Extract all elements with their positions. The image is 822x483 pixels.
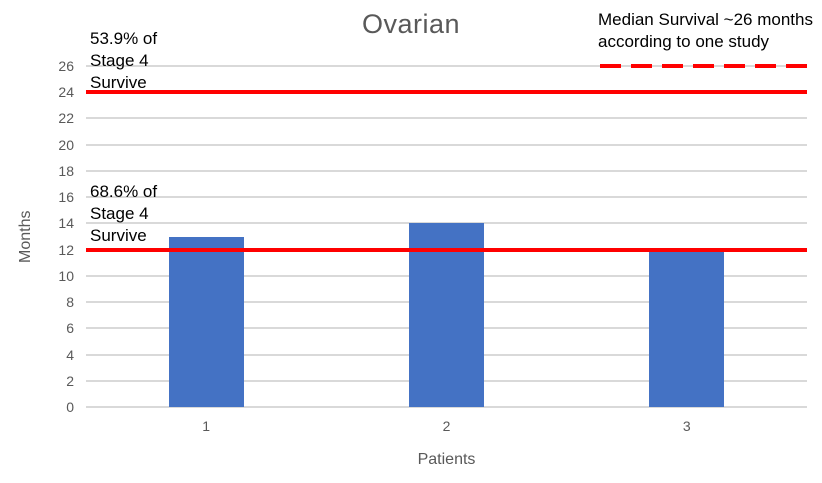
y-tick-label-4: 4	[66, 346, 74, 363]
gridline-20	[86, 143, 807, 146]
y-tick-label-26: 26	[58, 58, 74, 74]
x-tick-label-3: 3	[682, 418, 691, 434]
median-dashed-line	[600, 64, 807, 68]
annotation-median-survival: Median Survival ~26 months according to …	[598, 10, 813, 51]
gridline-22	[86, 117, 807, 120]
y-tick-label-20: 20	[58, 136, 74, 153]
gridline-0	[86, 406, 807, 408]
y-tick-label-10: 10	[58, 267, 74, 284]
y-tick-label-2: 2	[66, 372, 74, 389]
reference-line-24	[86, 90, 807, 95]
x-tick-label-2: 2	[442, 418, 451, 434]
y-tick-label-22: 22	[58, 110, 74, 127]
y-tick-label-14: 14	[58, 215, 74, 232]
reference-line-12	[86, 247, 807, 252]
y-tick-label-18: 18	[58, 162, 74, 179]
y-tick-label-8: 8	[66, 294, 74, 311]
bar-patient-3	[649, 249, 725, 407]
gridline-26	[86, 65, 807, 67]
annotation-53-9-percent-survive: 53.9% of Stage 4 Survive	[90, 29, 158, 92]
bar-patient-1	[168, 236, 244, 407]
y-tick-label-6: 6	[66, 320, 74, 337]
gridline-18	[86, 169, 807, 172]
annotation-68-6-percent-survive: 68.6% of Stage 4 Survive	[90, 182, 158, 245]
y-tick-label-0: 0	[66, 399, 74, 415]
x-axis-title: Patients	[417, 451, 476, 468]
plot-area	[86, 64, 807, 408]
chart-title: Ovarian	[361, 9, 461, 39]
bar-patient-2	[409, 223, 484, 407]
x-tick-label-1: 1	[202, 418, 211, 434]
gridline-14	[86, 222, 807, 225]
y-tick-label-16: 16	[58, 189, 74, 206]
y-tick-label-24: 24	[58, 84, 74, 101]
gridline-16	[86, 196, 807, 199]
y-tick-label-12: 12	[58, 241, 74, 258]
